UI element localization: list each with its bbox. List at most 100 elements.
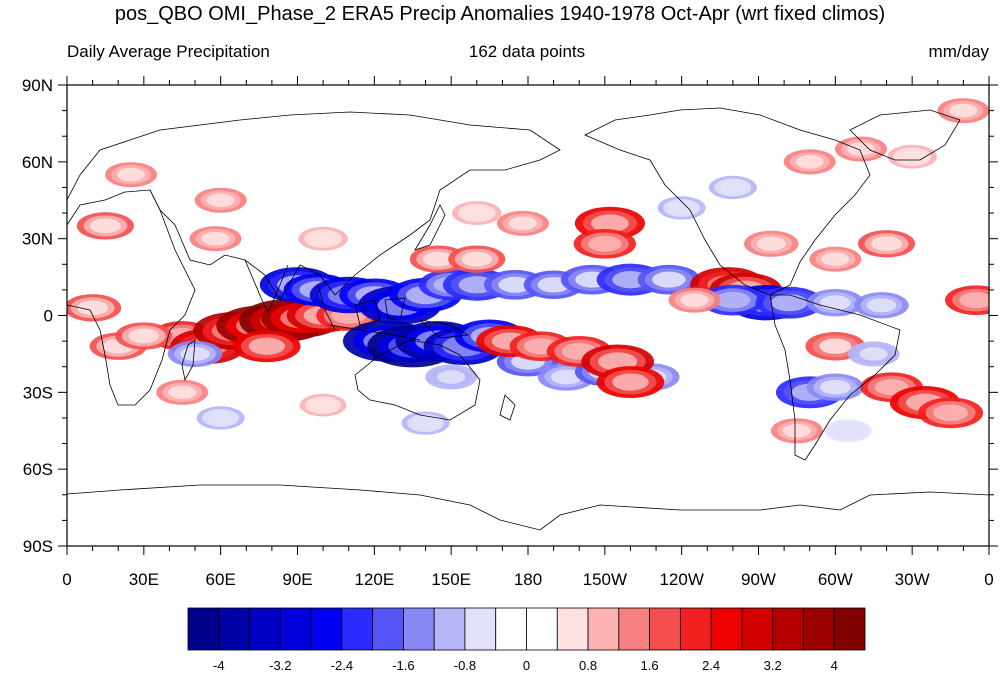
x-tick-label-4: 120E bbox=[354, 570, 394, 589]
colorbar-swatch-4 bbox=[310, 607, 343, 651]
y-tick-label-2: 30N bbox=[22, 230, 53, 249]
anomaly-cell-40-2 bbox=[612, 373, 649, 391]
coast-australia bbox=[354, 339, 481, 421]
coast-antarctica bbox=[67, 484, 989, 531]
colorbar-tick-label-4: -0.8 bbox=[454, 658, 476, 673]
colorbar-swatch-19 bbox=[772, 607, 804, 651]
colorbar-tick-label-0: -4 bbox=[213, 658, 225, 673]
anomaly-cell-60-2 bbox=[821, 252, 850, 266]
x-tick-label-6: 180 bbox=[514, 570, 542, 589]
x-tick-label-8: 120W bbox=[659, 570, 703, 589]
colorbar-tick-label-5: 0 bbox=[523, 658, 530, 673]
anomaly-cell-21-2 bbox=[498, 276, 532, 293]
colorbar-swatch-0 bbox=[187, 607, 220, 651]
anomaly-cell-68-2 bbox=[463, 206, 491, 220]
colorbar-tick-label-6: 0.8 bbox=[579, 658, 597, 673]
anomaly-field bbox=[67, 98, 989, 444]
anomaly-cell-82-2 bbox=[859, 347, 888, 361]
anomaly-cell-35-2 bbox=[437, 370, 466, 384]
colorbar-swatch-17 bbox=[710, 607, 743, 651]
coast-new-zealand bbox=[499, 394, 516, 421]
anomaly-cell-52-2 bbox=[866, 298, 897, 313]
anomaly-cell-12-2 bbox=[180, 346, 210, 361]
colorbar-swatch-7 bbox=[403, 607, 435, 651]
chart-title: pos_QBO OMI_Phase_2 ERA5 Precip Anomalie… bbox=[115, 3, 885, 25]
anomaly-cell-70-2 bbox=[846, 142, 875, 156]
anomaly-cell-67-2 bbox=[508, 216, 537, 231]
y-tick-label-1: 60N bbox=[22, 153, 53, 172]
anomaly-cell-76-2 bbox=[207, 411, 234, 425]
colorbar-swatch-6 bbox=[372, 607, 404, 651]
x-tick-label-9: 90W bbox=[741, 570, 776, 589]
anomaly-cell-49-2 bbox=[771, 294, 808, 312]
anomaly-cell-53-2 bbox=[819, 338, 852, 354]
coast-africa bbox=[67, 189, 196, 406]
anomaly-cell-72-2 bbox=[949, 103, 978, 118]
colorbar-swatch-1 bbox=[218, 607, 250, 651]
anomaly-cell-71-2 bbox=[898, 150, 926, 164]
y-tick-label-4: 30S bbox=[23, 383, 53, 402]
y-tick-labels: 90N 60N 30N 0 30S 60S 90S bbox=[22, 76, 53, 556]
colorbar-tick-label-2: -2.4 bbox=[331, 658, 353, 673]
anomaly-cell-42-2 bbox=[588, 235, 622, 252]
colorbar-swatch-9 bbox=[464, 607, 497, 651]
x-tick-label-2: 60E bbox=[206, 570, 236, 589]
anomaly-cell-11-2 bbox=[248, 337, 285, 355]
colorbar-swatch-3 bbox=[279, 607, 312, 651]
x-tick-label-0: 0 bbox=[62, 570, 71, 589]
anomaly-cell-80-2 bbox=[835, 424, 861, 437]
map-frame bbox=[66, 84, 990, 547]
anomaly-cell-73-2 bbox=[782, 424, 811, 438]
anomaly-cell-74-2 bbox=[168, 385, 197, 400]
colorbar-tick-label-3: -1.6 bbox=[392, 658, 414, 673]
colorbar-swatch-12 bbox=[556, 607, 589, 651]
colorbar-swatch-5 bbox=[341, 607, 374, 651]
anomaly-cell-55-2 bbox=[819, 379, 851, 395]
colorbar-swatch-16 bbox=[679, 607, 712, 651]
anomaly-cell-66-2 bbox=[309, 232, 337, 246]
colorbar-swatch-10 bbox=[495, 607, 527, 651]
coast-south-america bbox=[769, 294, 901, 461]
coast-japan bbox=[414, 204, 446, 251]
anomaly-cell-41-2 bbox=[591, 214, 629, 233]
x-tick-label-11: 30W bbox=[895, 570, 930, 589]
x-tick-label-3: 90E bbox=[282, 570, 312, 589]
colorbar-swatch-20 bbox=[803, 607, 835, 651]
subtitle-left: Daily Average Precipitation bbox=[67, 42, 270, 61]
coast-north-america bbox=[584, 107, 871, 296]
anomaly-cell-10-2 bbox=[77, 300, 109, 316]
anomaly-cell-61-2 bbox=[756, 236, 787, 251]
anomaly-cell-63-2 bbox=[117, 167, 146, 182]
anomaly-cell-50-2 bbox=[680, 293, 709, 307]
colorbar-swatch-21 bbox=[833, 607, 866, 651]
colorbar-swatch-11 bbox=[526, 607, 558, 651]
colorbar-tick-label-8: 2.4 bbox=[702, 658, 720, 673]
subtitle-right: mm/day bbox=[929, 42, 990, 61]
colorbar-tick-label-10: 4 bbox=[831, 658, 838, 673]
y-tick-label-3: 0 bbox=[44, 307, 53, 326]
y-tick-label-5: 60S bbox=[23, 460, 53, 479]
anomaly-cell-75-2 bbox=[310, 399, 336, 412]
subtitle-center: 162 data points bbox=[469, 42, 585, 61]
colorbar-tick-label-9: 3.2 bbox=[764, 658, 782, 673]
anomaly-cell-48-2 bbox=[715, 291, 751, 309]
x-tick-labels: 0 30E 60E 90E 120E 150E 180 150W 120W 90W 60W 30W 0 bbox=[62, 570, 993, 589]
x-tick-label-5: 150E bbox=[431, 570, 471, 589]
colorbar-swatch-14 bbox=[618, 607, 650, 651]
anomaly-cell-78-2 bbox=[719, 181, 746, 194]
x-tick-label-12: 0 bbox=[984, 570, 993, 589]
coast-india bbox=[244, 259, 289, 313]
coast-greenland bbox=[849, 109, 961, 161]
anomaly-cell-9-2 bbox=[128, 328, 160, 344]
anomaly-cell-65-2 bbox=[201, 231, 230, 246]
anomaly-cell-32-2 bbox=[551, 369, 582, 385]
colorbar-swatch-8 bbox=[433, 607, 466, 651]
anomaly-cell-58-2 bbox=[933, 404, 969, 422]
coast-malay-indonesia bbox=[317, 284, 470, 341]
anomaly-cell-51-2 bbox=[819, 295, 851, 311]
colorbar-swatch-18 bbox=[741, 607, 774, 651]
colorbar bbox=[187, 607, 866, 651]
colorbar-swatch-13 bbox=[587, 607, 620, 651]
x-tick-label-7: 150W bbox=[583, 570, 627, 589]
anomaly-cell-62-2 bbox=[90, 218, 121, 234]
